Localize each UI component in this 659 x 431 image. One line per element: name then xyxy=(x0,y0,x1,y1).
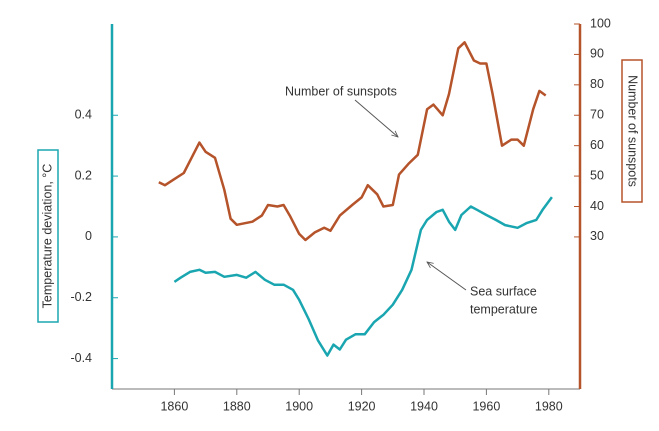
data-line xyxy=(158,41,547,242)
x-tick-label: 1900 xyxy=(285,399,313,413)
x-tick-label: 1960 xyxy=(472,399,500,413)
annotation: temperature xyxy=(470,302,537,316)
y2-tick-label: 80 xyxy=(590,77,604,91)
x-tick-label: 1920 xyxy=(348,399,376,413)
x-tick-label: 1860 xyxy=(160,399,188,413)
x-tick-label: 1880 xyxy=(223,399,251,413)
y2-tick-label: 70 xyxy=(590,108,604,122)
annotation: Sea surface xyxy=(470,284,537,298)
annotation-arrow xyxy=(427,262,467,291)
x-tick-label: 1940 xyxy=(410,399,438,413)
y2-tick-label: 60 xyxy=(590,138,604,152)
y2-axis-label: Number of sunspots xyxy=(626,75,640,187)
y2-tick-label: 90 xyxy=(590,47,604,61)
y2-tick-label: 40 xyxy=(590,199,604,213)
annotation-arrow xyxy=(354,99,398,137)
y2-tick-label: 30 xyxy=(590,229,604,243)
y-tick-label: -0.2 xyxy=(70,290,92,304)
data-line xyxy=(173,196,553,357)
x-tick-label: 1980 xyxy=(535,399,563,413)
y2label-box xyxy=(621,59,643,203)
annotation: Number of sunspots xyxy=(285,84,397,98)
ylabel-box xyxy=(37,149,59,323)
y-tick-label: 0 xyxy=(85,229,92,243)
y2-tick-label: 50 xyxy=(590,168,604,182)
y-tick-label: 0.4 xyxy=(75,108,92,122)
y-tick-label: -0.4 xyxy=(70,351,92,365)
y-tick-label: 0.2 xyxy=(75,168,92,182)
y2-tick-label: 100 xyxy=(590,16,611,30)
y-axis-label: Temperature deviation, °C xyxy=(40,164,54,309)
